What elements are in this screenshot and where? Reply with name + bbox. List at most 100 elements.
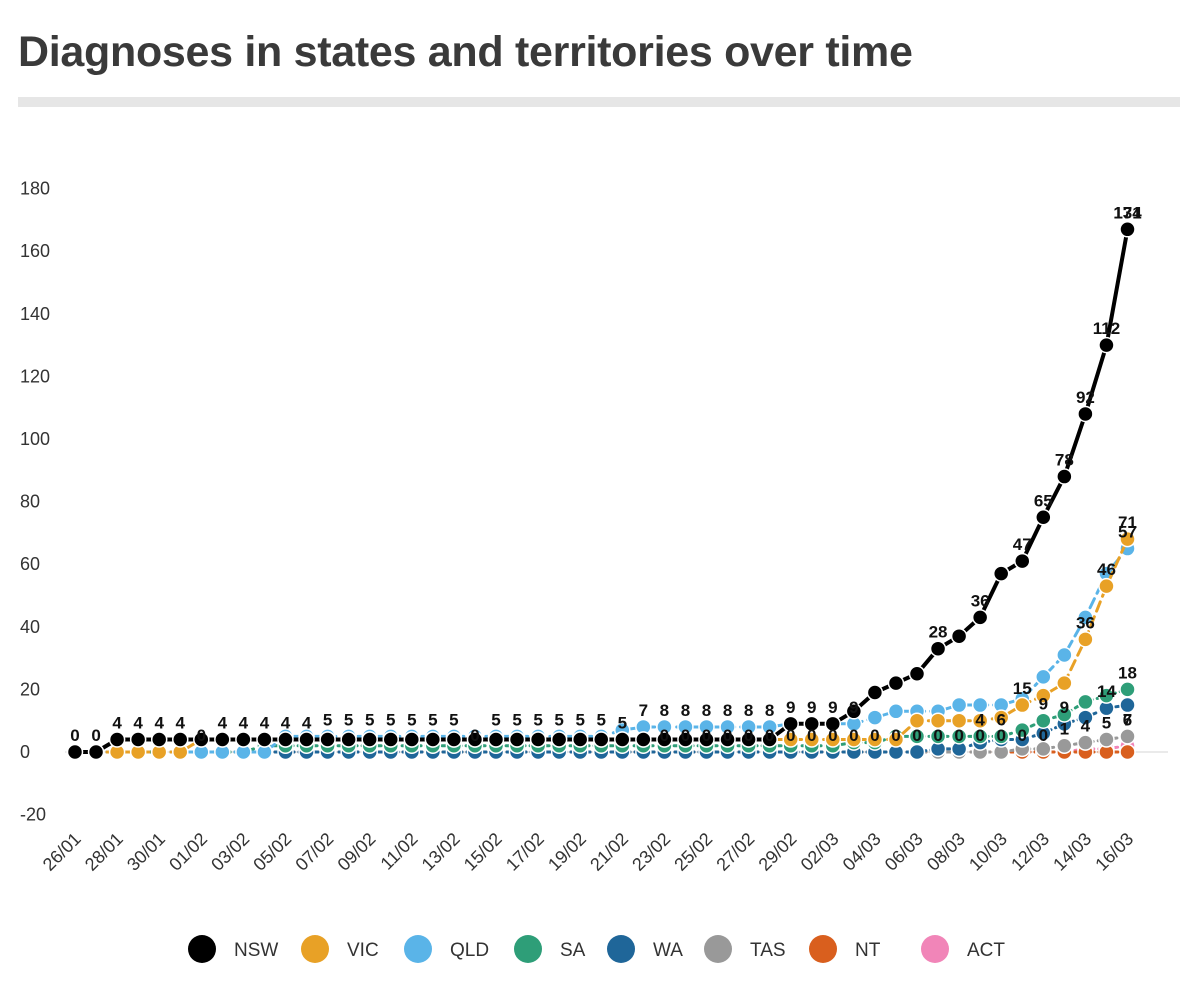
data-label: 0 [660,726,669,745]
data-point-vic [845,731,863,748]
legend-label: NT [855,940,881,961]
legend-marker [188,935,216,963]
data-label: 0 [807,726,816,745]
data-point-nsw [277,731,294,748]
data-point-nsw [845,703,863,720]
data-point-tas [1119,728,1136,745]
data-label: 78 [1055,451,1074,470]
y-tick-label: 20 [20,679,40,699]
data-label: 4 [154,713,164,732]
data-point-nsw [908,665,926,682]
data-label: 4 [281,713,291,732]
data-point-nsw [214,731,231,748]
y-tick-label: -20 [20,805,46,825]
data-label: 4 [260,713,270,732]
data-point-nsw [1035,509,1052,526]
legend-label: ACT [967,940,1005,961]
legend: NSW VIC QLD SA WA TAS NT ACT [188,935,1005,963]
data-label: 9 [786,698,795,717]
data-point-nsw [719,731,736,748]
data-label: 5 [618,713,627,732]
data-label: 5 [365,710,374,729]
data-label: 6 [1123,710,1132,729]
data-point-nsw [340,731,357,748]
x-tick-label: 16/03 [1091,829,1137,875]
data-point-vic [908,712,926,729]
legend-item-act: ACT [921,935,1005,963]
data-label: 5 [512,710,521,729]
data-point-nsw [466,731,484,748]
data-point-vic [1119,530,1136,548]
data-point-nsw [445,731,463,748]
data-point-wa [908,743,926,761]
data-point-tas [1098,731,1115,748]
data-label: 0 [975,726,984,745]
data-label: 134 [1113,203,1142,222]
data-point-nsw [656,731,673,748]
data-label: 92 [1076,388,1095,407]
data-point-nsw [1119,221,1136,238]
x-tick-label: 29/02 [755,829,801,875]
x-tick-label: 13/02 [418,829,464,875]
y-tick-label: 120 [20,366,50,386]
data-label: 0 [765,726,774,745]
data-label: 8 [765,701,774,720]
data-label: 7 [639,701,648,720]
data-point-nsw [971,609,989,626]
data-label: 0 [954,726,963,745]
data-label: 4 [176,713,186,732]
x-tick-label: 07/02 [291,829,337,875]
data-point-sa [1014,721,1031,739]
legend-item-nt: NT [809,935,881,963]
data-label: 46 [1097,560,1116,579]
x-tick-label: 08/03 [923,829,969,875]
legend-marker [514,935,542,963]
data-label: 5 [533,710,542,729]
data-point-nsw [1014,552,1031,570]
data-label: 0 [681,726,690,745]
data-point-vic [950,712,968,729]
data-point-nsw [550,731,568,748]
legend-label: QLD [450,940,489,961]
data-label: 65 [1034,491,1053,510]
data-point-nsw [403,731,421,748]
x-tick-label: 05/02 [249,829,295,875]
data-label: 5 [344,710,353,729]
series-line-nsw [73,227,1130,754]
data-label: 0 [870,726,879,745]
data-point-nsw [508,731,526,748]
data-point-nt [1119,743,1136,761]
data-point-nsw [1098,336,1115,354]
data-point-vic [887,731,905,748]
legend-label: SA [560,940,586,961]
data-point-tas [1056,737,1073,754]
data-point-nsw [66,743,84,761]
legend-item-sa: SA [514,935,586,963]
x-tick-label: 09/02 [334,829,380,875]
data-label: 7 [1123,710,1132,729]
data-label: 8 [681,701,690,720]
x-tick-label: 11/02 [377,829,422,874]
data-label: 4 [1081,717,1091,736]
x-tick-label: 14/03 [1049,829,1095,875]
data-label: 0 [849,726,858,745]
legend-label: TAS [750,940,786,961]
x-tick-label: 27/02 [712,829,758,875]
data-label: 9 [849,698,858,717]
data-label: 0 [91,726,100,745]
data-point-nsw [172,731,189,748]
data-label: 0 [702,726,711,745]
y-tick-label: 100 [20,429,50,449]
data-point-sa [1056,706,1073,723]
data-point-nsw [761,731,778,748]
legend-item-qld: QLD [404,935,489,963]
data-point-sa [992,728,1010,745]
legend-label: WA [653,940,683,961]
data-label: 5 [449,710,458,729]
legend-marker [404,935,432,963]
data-label: 0 [744,726,753,745]
legend-marker [301,935,329,963]
data-point-nsw [929,640,947,657]
